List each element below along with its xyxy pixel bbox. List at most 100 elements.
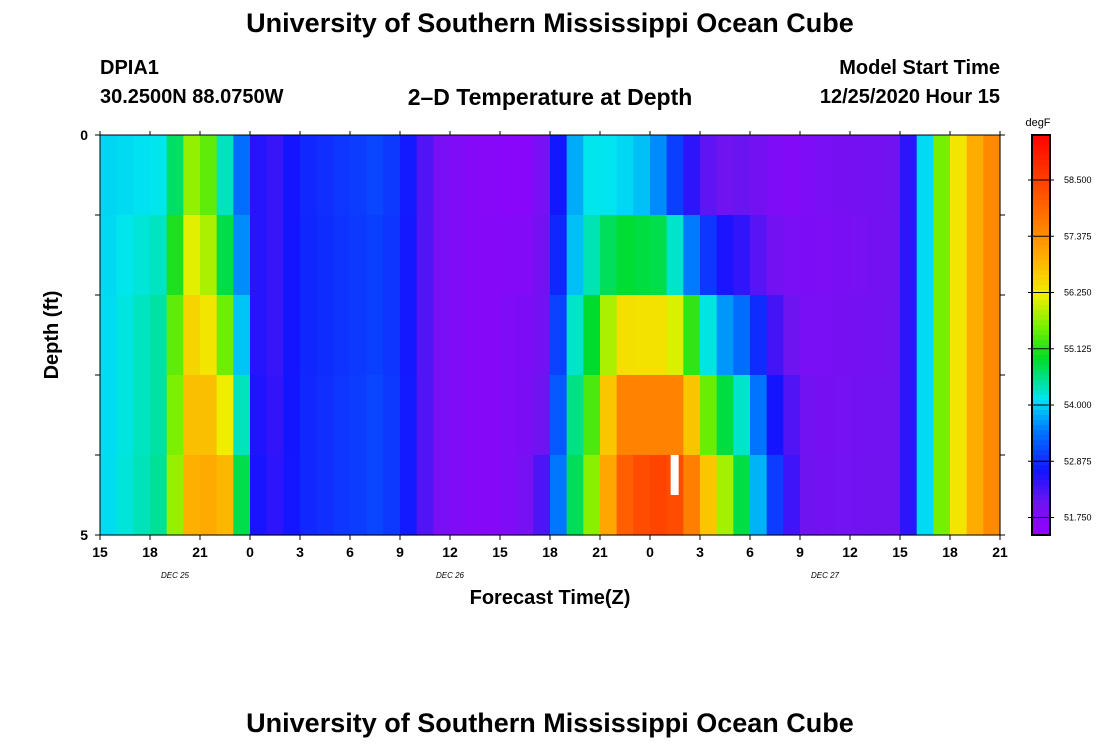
colorbar-swatch xyxy=(1032,410,1050,416)
heatmap-cell xyxy=(683,135,701,216)
x-tick-label: 18 xyxy=(942,544,958,560)
colorbar-swatch xyxy=(1032,465,1050,471)
heatmap-cell xyxy=(216,375,234,456)
x-tick-label: 21 xyxy=(192,544,208,560)
heatmap-cell xyxy=(216,215,234,296)
heatmap-cells xyxy=(100,135,1001,536)
heatmap-cell xyxy=(166,215,184,296)
heatmap-cell xyxy=(866,455,884,536)
heatmap-cell xyxy=(150,135,168,216)
heatmap-cell xyxy=(500,455,518,536)
heatmap-cell xyxy=(783,455,801,536)
heatmap-cell xyxy=(150,215,168,296)
heatmap-cell xyxy=(550,295,568,376)
heatmap-cell xyxy=(816,215,834,296)
heatmap-cell xyxy=(466,215,484,296)
heatmap-cell xyxy=(233,295,251,376)
colorbar-tick-label: 56.250 xyxy=(1064,288,1092,298)
heatmap-cell xyxy=(716,455,734,536)
heatmap-cell xyxy=(650,455,668,536)
heatmap-cell xyxy=(483,215,501,296)
colorbar-swatch xyxy=(1032,295,1050,301)
colorbar-swatch xyxy=(1032,135,1050,141)
x-tick-label: 9 xyxy=(396,544,404,560)
x-tick-label: 9 xyxy=(796,544,804,560)
heatmap-cell xyxy=(266,455,284,536)
heatmap-cell xyxy=(433,455,451,536)
heatmap-cell xyxy=(700,295,718,376)
heatmap-cell xyxy=(500,295,518,376)
heatmap-cell xyxy=(850,455,868,536)
colorbar-swatch xyxy=(1032,170,1050,176)
colorbar-swatch xyxy=(1032,475,1050,481)
heatmap-cell xyxy=(766,375,784,456)
heatmap-cell xyxy=(116,215,134,296)
heatmap-cell xyxy=(950,295,968,376)
date-label: DEC 25 xyxy=(161,571,190,580)
heatmap-cell xyxy=(583,375,601,456)
heatmap-cell xyxy=(916,135,934,216)
colorbar-swatch xyxy=(1032,255,1050,261)
colorbar-swatch xyxy=(1032,245,1050,251)
colorbar-tick-label: 55.125 xyxy=(1064,344,1092,354)
heatmap-cell xyxy=(966,295,984,376)
colorbar-swatch xyxy=(1032,505,1050,511)
heatmap-cell xyxy=(100,375,118,456)
heatmap-cell xyxy=(550,455,568,536)
heatmap-cell xyxy=(516,455,534,536)
heatmap-cell xyxy=(900,135,918,216)
chart-title: 2–D Temperature at Depth xyxy=(407,84,693,110)
heatmap-cell xyxy=(283,135,301,216)
colorbar-swatch xyxy=(1032,210,1050,216)
heatmap-cell xyxy=(316,375,334,456)
heatmap-cell xyxy=(116,135,134,216)
heatmap-cell xyxy=(650,135,668,216)
heatmap-cell xyxy=(933,295,951,376)
heatmap-cell xyxy=(300,135,318,216)
x-tick-label: 0 xyxy=(246,544,254,560)
colorbar-swatch xyxy=(1032,460,1050,466)
colorbar-swatch xyxy=(1032,205,1050,211)
heatmap-cell xyxy=(533,135,551,216)
colorbar-swatch xyxy=(1032,470,1050,476)
colorbar-swatch xyxy=(1032,525,1050,531)
heatmap-cell xyxy=(900,215,918,296)
heatmap-cell xyxy=(683,455,701,536)
colorbar-swatch xyxy=(1032,480,1050,486)
heatmap-cell xyxy=(100,215,118,296)
heatmap-cell xyxy=(566,135,584,216)
heatmap-cell xyxy=(933,215,951,296)
colorbar-swatch xyxy=(1032,435,1050,441)
x-tick-label: 6 xyxy=(746,544,754,560)
heatmap-cell xyxy=(100,135,118,216)
colorbar-swatch xyxy=(1032,450,1050,456)
colorbar-swatch xyxy=(1032,510,1050,516)
heatmap-cell xyxy=(916,455,934,536)
heatmap-cell xyxy=(300,455,318,536)
heatmap-cell xyxy=(366,215,384,296)
heatmap-cell xyxy=(933,375,951,456)
x-tick-label: 3 xyxy=(696,544,704,560)
heatmap-cell xyxy=(366,135,384,216)
footer-title: University of Southern Mississippi Ocean… xyxy=(246,708,854,738)
heatmap-cell xyxy=(233,135,251,216)
heatmap-cell xyxy=(566,215,584,296)
colorbar-swatch xyxy=(1032,495,1050,501)
heatmap-cell xyxy=(750,375,768,456)
heatmap-cell xyxy=(333,295,351,376)
heatmap-cell xyxy=(166,295,184,376)
heatmap-cell xyxy=(833,215,851,296)
heatmap-cell xyxy=(683,375,701,456)
heatmap-cell xyxy=(350,375,368,456)
heatmap-cell xyxy=(883,455,901,536)
date-label: DEC 27 xyxy=(811,571,840,580)
heatmap-cell xyxy=(583,455,601,536)
x-tick-label: 15 xyxy=(892,544,908,560)
heatmap-cell xyxy=(516,215,534,296)
heatmap-cell xyxy=(950,455,968,536)
colorbar-swatch xyxy=(1032,330,1050,336)
heatmap-cell xyxy=(333,215,351,296)
heatmap-cell xyxy=(883,135,901,216)
x-tick-label: 15 xyxy=(492,544,508,560)
